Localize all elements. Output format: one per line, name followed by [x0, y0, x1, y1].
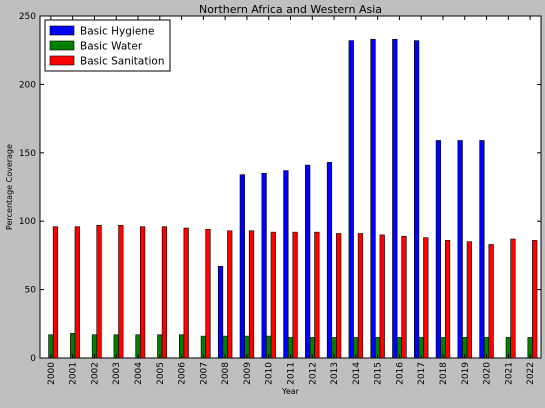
bar-basic-sanitation-2015	[379, 234, 385, 359]
x-tick-label: 2005	[156, 362, 166, 385]
x-tick-label: 2003	[112, 362, 122, 385]
chart-title: Northern Africa and Western Asia	[199, 3, 382, 16]
y-tick-label: 250	[19, 12, 36, 22]
bar-basic-sanitation-2004	[140, 226, 146, 359]
bar-basic-sanitation-2007	[205, 229, 211, 359]
x-tick-label: 2015	[374, 362, 384, 385]
x-tick-label: 2009	[243, 362, 253, 385]
bar-basic-hygiene-2020	[479, 140, 485, 359]
bar-basic-sanitation-2012	[314, 231, 320, 359]
y-tick-label: 100	[19, 217, 36, 227]
x-tick-label: 2014	[352, 362, 362, 385]
bar-basic-sanitation-2016	[401, 235, 407, 359]
x-tick-label: 2019	[461, 362, 471, 385]
bar-basic-hygiene-2008	[217, 266, 224, 359]
x-tick-label: 2002	[90, 362, 100, 385]
x-tick-label: 2008	[221, 362, 231, 385]
x-tick-label: 2007	[199, 362, 209, 385]
bar-basic-hygiene-2009	[239, 174, 245, 359]
legend-label-basic-sanitation: Basic Sanitation	[80, 56, 164, 68]
x-tick-label: 2022	[526, 362, 536, 385]
bar-basic-sanitation-2000	[52, 226, 59, 359]
bar-basic-hygiene-2014	[348, 40, 354, 359]
legend: Basic Hygiene Basic Water Basic Sanitation	[44, 19, 171, 72]
bar-basic-hygiene-2012	[305, 164, 311, 359]
bar-basic-sanitation-2017	[423, 237, 429, 359]
x-tick-label: 2021	[504, 362, 514, 385]
bar-basic-sanitation-2011	[292, 231, 298, 359]
x-tick-label: 2013	[330, 362, 340, 385]
bar-basic-hygiene-2017	[413, 40, 420, 359]
x-tick-label: 2017	[417, 362, 427, 385]
bar-basic-hygiene-2019	[457, 140, 463, 359]
legend-swatch-basic-water	[49, 40, 75, 51]
bar-basic-sanitation-2020	[488, 244, 494, 359]
bar-basic-sanitation-2005	[161, 226, 168, 359]
x-tick-label: 2006	[178, 362, 188, 385]
bar-basic-sanitation-2021	[510, 238, 516, 359]
bar-basic-hygiene-2010	[261, 173, 267, 359]
y-tick-label: 50	[25, 286, 37, 296]
x-tick-label: 2000	[47, 362, 57, 385]
bar-basic-sanitation-2019	[466, 241, 472, 359]
bar-basic-sanitation-2008	[227, 230, 233, 359]
bar-basic-sanitation-2010	[270, 231, 276, 359]
legend-label-basic-hygiene: Basic Hygiene	[80, 26, 154, 38]
bar-basic-sanitation-2014	[357, 233, 364, 359]
x-tick-label: 2018	[439, 362, 449, 385]
x-axis-label: Year	[281, 387, 300, 396]
x-tick-label: 2004	[134, 362, 144, 385]
legend-label-basic-water: Basic Water	[80, 41, 143, 53]
y-ticks-layer: 0 50 100 150 200 250	[19, 12, 541, 364]
bar-basic-hygiene-2013	[326, 162, 333, 359]
bar-basic-sanitation-2002	[96, 225, 102, 359]
bars-layer	[48, 38, 538, 359]
bar-basic-sanitation-2013	[336, 233, 342, 359]
bar-basic-sanitation-2001	[74, 226, 80, 359]
bar-basic-hygiene-2018	[435, 140, 441, 359]
bar-basic-hygiene-2015	[370, 38, 376, 359]
bar-basic-hygiene-2011	[283, 170, 289, 359]
bar-basic-sanitation-2003	[118, 225, 124, 359]
x-tick-label: 2010	[265, 362, 275, 385]
x-tick-label: 2012	[308, 362, 318, 385]
x-tick-label: 2001	[69, 362, 79, 385]
y-axis-label: Percentage Coverage	[5, 144, 14, 230]
bar-basic-sanitation-2009	[248, 230, 255, 359]
bar-basic-hygiene-2016	[392, 38, 398, 359]
x-tick-label: 2011	[287, 362, 297, 385]
bar-basic-sanitation-2022	[532, 240, 538, 359]
bar-basic-sanitation-2018	[444, 240, 451, 359]
legend-swatch-basic-sanitation	[49, 55, 75, 66]
bar-basic-sanitation-2006	[183, 227, 189, 359]
y-tick-label: 0	[30, 354, 36, 364]
x-ticks-layer: 2000 2001 2002 2003 2004 2005 2006 2007 2008 2009…	[47, 16, 536, 385]
y-tick-label: 150	[19, 149, 36, 159]
x-tick-label: 2020	[483, 362, 493, 385]
plot-area	[39, 15, 542, 359]
y-tick-label: 200	[19, 80, 36, 90]
legend-swatch-basic-hygiene	[49, 25, 75, 36]
x-tick-label: 2016	[395, 362, 405, 385]
